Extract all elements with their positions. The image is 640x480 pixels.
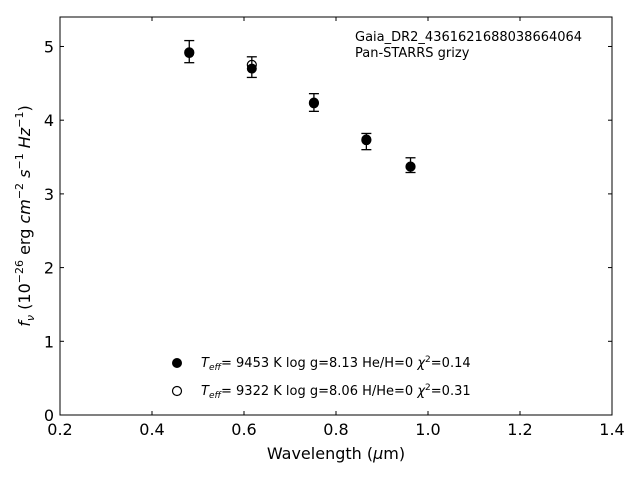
y-tick-label: 5: [44, 37, 54, 56]
y-axis-ticks: 0 1 2 3 4 5: [44, 37, 612, 425]
x-tick-label: 0.4: [139, 420, 164, 439]
point-open: [308, 98, 320, 109]
legend-marker-open: [171, 385, 183, 397]
point-open: [405, 161, 416, 172]
point-filled: [246, 63, 257, 74]
legend-entry-2: Teff= 9322 K log g=8.06 H/He=0 χ2=0.31: [201, 383, 471, 401]
x-tick-label: 1.0: [415, 420, 440, 439]
x-tick-label: 0.8: [323, 420, 348, 439]
y-axis-label: fν (10−26 erg cm−2 s−1 Hz−1): [13, 105, 37, 326]
annotation-source-id: Gaia_DR2_4361621688038664064: [355, 30, 582, 45]
x-axis-label: Wavelength (μm): [267, 444, 405, 463]
x-tick-label: 0.6: [231, 420, 256, 439]
x-tick-label: 1.4: [599, 420, 624, 439]
y-tick-label: 1: [44, 332, 54, 351]
y-tick-label: 3: [44, 185, 54, 204]
point-open: [184, 47, 195, 58]
legend: Teff= 9453 K log g=8.13 He/H=0 χ2=0.14 T…: [171, 355, 471, 401]
data-points: [184, 47, 416, 172]
legend-marker-filled: [172, 358, 182, 368]
y-tick-label: 0: [44, 406, 54, 425]
x-tick-label: 1.2: [507, 420, 532, 439]
y-tick-label: 4: [44, 111, 54, 130]
annotation-survey: Pan-STARRS grizy: [355, 46, 470, 61]
y-tick-label: 2: [44, 259, 54, 278]
point-open: [361, 134, 372, 146]
x-axis-ticks: 0.2 0.4 0.6 0.8 1.0 1.2 1.4: [47, 17, 625, 439]
point-open: [246, 59, 257, 71]
x-tick-label: 0.2: [47, 420, 72, 439]
legend-entry-1: Teff= 9453 K log g=8.13 He/H=0 χ2=0.14: [201, 355, 471, 373]
